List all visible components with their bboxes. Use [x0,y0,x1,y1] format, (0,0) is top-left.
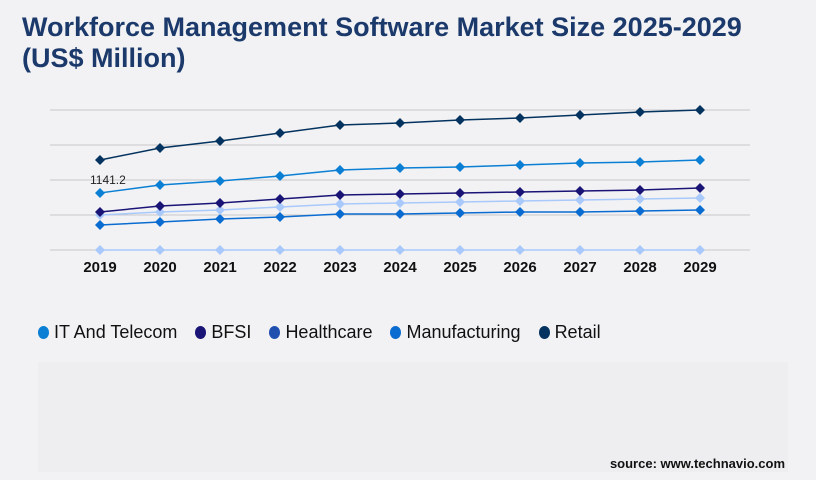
legend-marker-icon [195,326,207,339]
chart-title: Workforce Management Software Market Siz… [22,12,742,73]
x-tick-label: 2027 [563,259,596,276]
legend-item[interactable]: IT And Telecom [38,322,177,343]
data-point [155,143,165,153]
data-point [635,245,645,255]
data-point [275,194,285,204]
legend-label: BFSI [211,322,252,342]
data-point [215,245,225,255]
data-point [635,157,645,167]
legend-label: IT And Telecom [54,322,178,342]
data-point [395,198,405,208]
source-text: source: www.technavio.com [609,456,785,471]
data-point [515,160,525,170]
data-point [95,187,105,198]
x-tick-label: 2025 [443,259,476,276]
data-point [95,207,105,217]
data-point [635,194,645,204]
data-point [695,205,705,215]
legend-marker-icon [269,326,281,339]
x-tick-label: 2021 [203,259,236,276]
x-tick-label: 2024 [383,259,417,276]
data-point [575,158,585,168]
data-point [695,193,705,203]
data-point [575,195,585,205]
data-point [515,207,525,217]
data-point [635,107,645,117]
legend-panel [38,362,788,472]
data-point [95,155,105,165]
data-point [395,209,405,219]
data-point [395,189,405,199]
data-point [455,115,465,125]
data-point [515,245,525,255]
x-tick-label: 2029 [683,259,716,276]
legend-label: Retail [554,322,601,342]
legend-item[interactable]: BFSI [195,322,251,343]
data-point [215,214,225,224]
data-point [575,207,585,217]
line-chart: 2019 2020 2021 2022 2023 2024 2025 2026 2027 2028… [50,105,750,276]
series-line [99,109,701,161]
data-point [275,171,285,181]
data-point [155,217,165,227]
data-point [335,190,345,200]
data-label: 1141.2 [90,173,126,187]
data-point [395,163,405,173]
legend: IT And Telecom BFSI Healthcare Manufacturin… [38,322,601,343]
data-point [695,245,705,255]
data-point [695,105,705,115]
legend-marker-icon [38,326,49,339]
data-point [335,199,345,209]
data-point [635,206,645,216]
legend-item[interactable]: Manufacturing [390,322,521,343]
x-tick-label: 2026 [503,259,536,276]
legend-marker-icon [390,326,402,339]
data-point [455,188,465,198]
data-point [335,120,345,130]
data-point [575,186,585,196]
x-tick-label: 2022 [263,259,296,276]
legend-label: Manufacturing [406,322,521,342]
data-point [275,245,285,255]
x-tick-label: 2019 [83,259,116,276]
data-point [455,245,465,255]
data-point [575,110,585,120]
data-point [215,198,225,208]
data-point [155,180,165,190]
legend-item[interactable]: Healthcare [269,322,372,343]
data-point [275,212,285,222]
data-point [335,209,345,219]
data-point [215,176,225,186]
x-tick-label: 2020 [143,259,176,276]
data-point [335,245,345,255]
data-point [455,197,465,207]
data-point [275,202,285,212]
data-point [635,185,645,195]
data-point [695,155,705,165]
data-point [95,220,105,230]
legend-label: Healthcare [285,322,373,342]
legend-item[interactable]: Retail [538,322,601,343]
data-point [395,245,405,255]
data-point [575,245,585,255]
x-tick-label: 2023 [323,259,356,276]
x-tick-label: 2028 [623,259,656,276]
data-point [215,205,225,215]
data-point [155,245,165,255]
legend-marker-icon [538,326,550,339]
data-point [455,208,465,218]
data-point [215,136,225,146]
data-point [275,128,285,138]
data-point [95,245,105,255]
data-point [155,207,165,217]
data-point [515,196,525,206]
data-point [695,183,705,193]
data-point [395,118,405,128]
data-point [515,187,525,197]
data-point [155,201,165,211]
data-point [455,162,465,172]
data-point [515,113,525,123]
data-point [335,165,345,175]
